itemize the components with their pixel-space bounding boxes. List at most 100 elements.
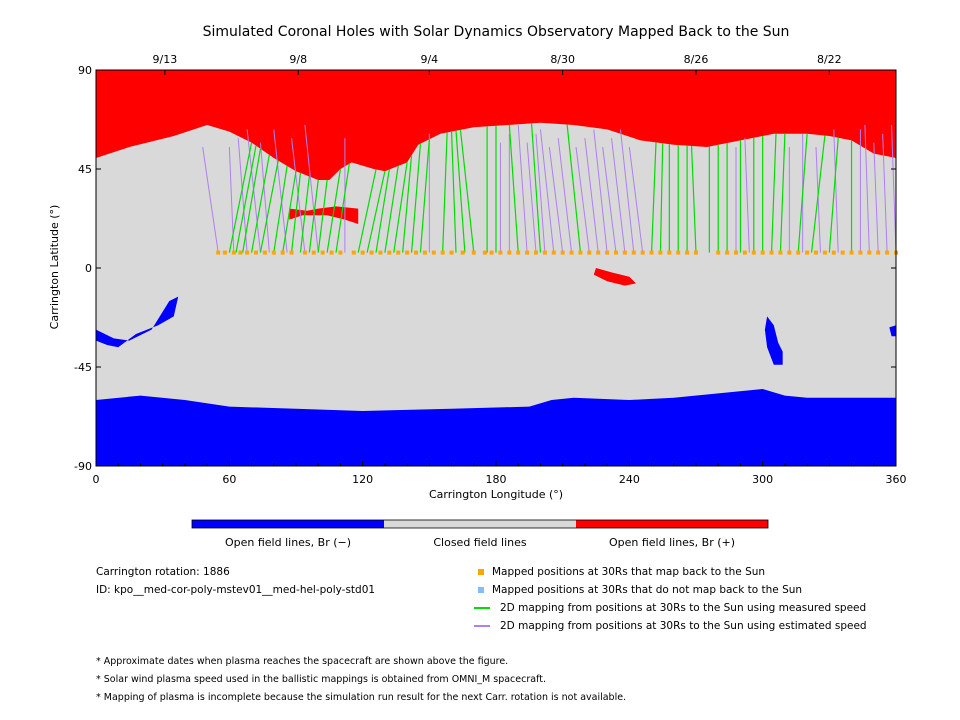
mapped-position-point (396, 250, 401, 255)
mapped-position-point (742, 250, 747, 255)
mapped-position-point (431, 250, 436, 255)
top-date-label: 8/26 (684, 53, 709, 66)
mapped-position-point (631, 250, 636, 255)
mapped-position-point (778, 250, 783, 255)
estimated-speed-field-line (557, 138, 573, 253)
mapped-position-point (885, 250, 890, 255)
legend-label: 2D mapping from positions at 30Rs to the… (500, 620, 867, 632)
measured-speed-field-line (508, 124, 519, 253)
x-axis-label: Carrington Longitude (°) (429, 488, 563, 501)
measured-speed-field-line (366, 171, 386, 253)
carrington-rotation-label: Carrington rotation: 1886 (96, 566, 230, 578)
mapped-position-point (876, 250, 881, 255)
mapped-position-point (596, 250, 601, 255)
mapped-position-point (222, 250, 227, 255)
mapped-position-point (578, 250, 583, 255)
mapped-position-point (360, 250, 365, 255)
colorbar-frame (191, 519, 769, 529)
mapped-position-point (640, 250, 645, 255)
mapped-position-point (320, 250, 325, 255)
y-tick-label: -45 (74, 361, 92, 374)
legend-label: Mapped positions at 30Rs that map back t… (492, 566, 766, 578)
y-tick-label: 45 (78, 163, 92, 176)
measured-speed-field-line (282, 171, 297, 253)
measured-speed-field-line (690, 145, 697, 253)
mapped-position-point (289, 250, 294, 255)
mapped-position-point (649, 250, 654, 255)
mapped-position-point (525, 250, 530, 255)
mapped-position-point (796, 250, 801, 255)
mapped-position-point (216, 250, 221, 255)
mapped-position-point (787, 250, 792, 255)
north-polar-coronal-hole (96, 70, 896, 180)
mapped-position-point (867, 250, 872, 255)
top-date-label: 9/13 (153, 53, 178, 66)
south-polar-coronal-hole (96, 389, 896, 466)
x-tick-label: 300 (752, 473, 773, 486)
estimated-speed-field-line (535, 133, 546, 253)
mapped-position-point (760, 250, 765, 255)
x-tick-label: 0 (93, 473, 100, 486)
mapped-position-point (302, 250, 307, 255)
mapped-position-point (614, 250, 618, 255)
estimated-speed-field-line (891, 124, 897, 253)
estimated-speed-field-line (593, 129, 608, 253)
mapped-position-point (858, 250, 863, 255)
estimated-speed-field-line (744, 138, 750, 253)
colorbar-label: Closed field lines (433, 536, 527, 549)
measured-speed-field-line (250, 154, 270, 253)
mapped-position-point (262, 250, 267, 255)
mapped-position-point (542, 250, 547, 255)
x-tick-label: 120 (352, 473, 373, 486)
measured-speed-field-line (384, 165, 399, 253)
top-date-label: 9/4 (420, 53, 438, 66)
mapped-position-point (849, 250, 854, 255)
measured-speed-field-line (299, 176, 310, 253)
mapped-position-point (560, 250, 565, 255)
axes: 0 60 120 180 240 300 360 90 45 0 -45 -90 9/13 9/8 9/4 8… (74, 53, 906, 486)
estimated-speed-field-line (539, 129, 555, 253)
positive-coronal-hole (593, 268, 636, 286)
measured-speed-field-line (797, 133, 808, 253)
measured-speed-field-line (442, 132, 448, 253)
measured-speed-field-line (770, 133, 777, 253)
mapped-position-point (369, 250, 374, 255)
mapped-position-point (378, 250, 383, 255)
mapped-position-point (751, 250, 756, 255)
estimated-speed-field-line (526, 142, 537, 253)
legend-label: Mapped positions at 30Rs that do not map… (492, 584, 803, 596)
estimated-speed-field-line (584, 138, 599, 253)
legend-item-measured: 2D mapping from positions at 30Rs to the… (474, 602, 866, 614)
mapped-position-point (667, 250, 672, 255)
colorbar-segment (192, 520, 384, 528)
mapped-position-point (551, 250, 556, 255)
y-tick-label: 90 (78, 64, 92, 77)
measured-speed-field-line (455, 130, 466, 253)
chart-title: Simulated Coronal Holes with Solar Dynam… (203, 24, 790, 40)
y-axis-label: Carrington Latitude (°) (48, 205, 61, 330)
negative-coronal-hole (764, 316, 783, 365)
measured-speed-field-line (375, 169, 390, 253)
legend-item-mapped: Mapped positions at 30Rs that map back t… (478, 566, 765, 578)
measured-speed-field-line (402, 155, 413, 253)
mapped-position-point (805, 250, 810, 255)
estimated-speed-field-line (517, 124, 528, 253)
mapped-position-point (516, 250, 521, 255)
estimated-speed-field-line (882, 133, 888, 253)
colorbar-label: Open field lines, Br (+) (609, 536, 735, 549)
mapped-position-point (422, 250, 427, 255)
y-tick-label: -90 (74, 460, 92, 473)
measured-speed-field-line (393, 162, 408, 253)
mapped-position-point (482, 250, 487, 255)
legend-label: 2D mapping from positions at 30Rs to the… (500, 602, 867, 614)
measured-speed-field-line (530, 123, 542, 253)
run-id-label: ID: kpo__med-cor-poly-mstev01__med-hel-p… (96, 584, 376, 596)
measured-speed-field-line (419, 139, 430, 253)
estimated-speed-field-line (304, 124, 319, 253)
legend-item-unmapped: Mapped positions at 30Rs that do not map… (478, 584, 802, 596)
purple-line-icon (474, 625, 490, 627)
mapped-position-point (351, 250, 356, 255)
measured-speed-field-line (566, 124, 582, 253)
mapped-position-point (814, 250, 818, 255)
